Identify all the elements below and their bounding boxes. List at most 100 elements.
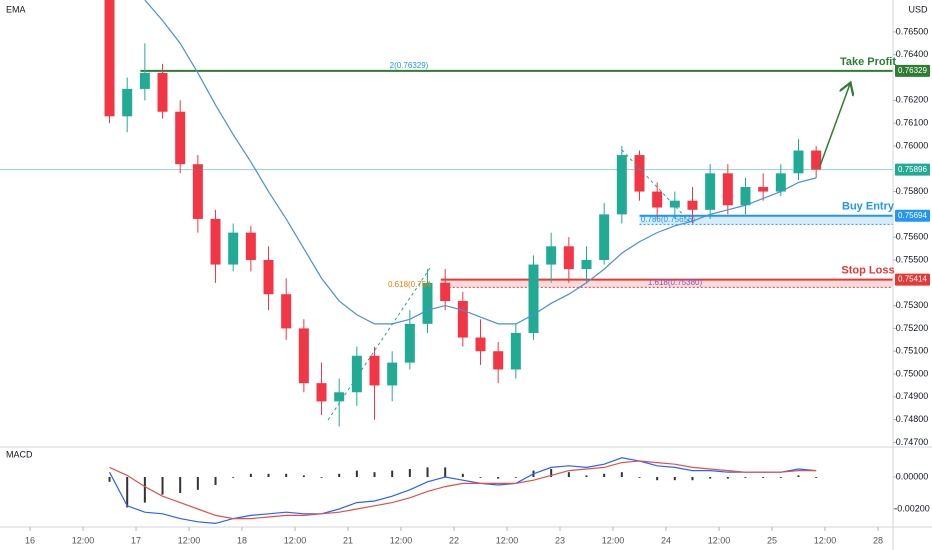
candle-body [157, 72, 168, 112]
macd-histogram-bar [620, 472, 623, 477]
x-tick-label: 12:00 [496, 535, 519, 545]
y-tick-label: 0.75300 [896, 300, 929, 310]
candle-body [705, 173, 716, 210]
x-tick-label: 16 [25, 535, 35, 545]
candle-body [546, 246, 557, 265]
macd-histogram-bar [373, 472, 376, 477]
x-tick-label: 18 [237, 535, 247, 545]
y-tick-label: 0.76000 [896, 140, 929, 150]
y-tick-label: 0.76100 [896, 118, 929, 128]
y-tick-label: 0.76500 [896, 26, 929, 36]
candle-body [192, 164, 203, 219]
candle-body [351, 355, 362, 393]
candle-body [687, 200, 698, 210]
macd-histogram-bar [444, 467, 447, 477]
candle-body [281, 294, 292, 329]
macd-histogram-bar [691, 477, 694, 481]
y-tick-label: 0.75500 [896, 254, 929, 264]
macd-histogram-bar [514, 477, 517, 478]
y-tick-label: 0.75600 [896, 232, 929, 242]
candle-body [811, 150, 822, 170]
x-tick-label: 12:00 [602, 535, 625, 545]
x-tick-label: 12:00 [178, 535, 201, 545]
x-tick-label: 12:00 [708, 535, 731, 545]
candle-body [369, 355, 380, 386]
macd-histogram-bar [426, 467, 429, 477]
candle-body [722, 173, 733, 206]
candle-body [228, 232, 239, 265]
macd-histogram-bar [267, 473, 270, 477]
candle-body [122, 88, 133, 117]
candle-body [475, 337, 486, 352]
x-tick-label: 12:00 [814, 535, 837, 545]
candle-body [440, 282, 451, 302]
macd-histogram-bar [408, 469, 411, 477]
candle-body [210, 218, 221, 265]
candle-body [316, 383, 327, 402]
last-price-label: 0.75896 [898, 165, 927, 174]
y-tick-label: 0.76400 [896, 49, 929, 59]
candle-body [563, 246, 574, 270]
x-tick-label: 22 [449, 535, 459, 545]
x-tick-label: 28 [873, 535, 883, 545]
level-badge [895, 209, 930, 222]
candle-body [669, 200, 680, 208]
macd-histogram-bar [338, 473, 341, 477]
candle-body [104, 0, 115, 117]
x-tick-label: 21 [343, 535, 353, 545]
target-arrow [819, 84, 850, 167]
y-tick-label: 0.74800 [896, 414, 929, 424]
x-tick-label: 12:00 [390, 535, 413, 545]
macd-histogram-bar [232, 477, 235, 478]
ema-line [144, 0, 817, 325]
candle-body [634, 155, 645, 192]
macd-histogram-bar [673, 477, 676, 481]
x-tick-label: 12:00 [284, 535, 307, 545]
macd-histogram-bar [196, 477, 199, 490]
macd-histogram-bar [726, 477, 729, 479]
macd-histogram-bar [214, 477, 217, 485]
candle-body [175, 111, 186, 165]
macd-histogram-bar [585, 475, 588, 477]
level-name: Stop Loss [841, 265, 894, 277]
macd-histogram-bar [126, 477, 129, 508]
currency: USD [908, 4, 928, 14]
level-badge [895, 64, 930, 77]
candle-body [263, 259, 274, 295]
y-tick-label: 0.00000 [896, 471, 929, 481]
macd-histogram-bar [461, 473, 464, 477]
macd-pane [108, 457, 818, 525]
candle-body [775, 173, 786, 192]
macd-histogram-bar [797, 475, 800, 477]
candle-body [422, 282, 433, 324]
candle-body [740, 187, 751, 206]
fib-label: 1.618(0.75380) [648, 278, 703, 287]
macd-histogram-bar [744, 477, 747, 478]
y-tick-label: -0.00200 [894, 503, 930, 513]
macd-histogram-bar [567, 472, 570, 477]
candle-body [334, 392, 345, 402]
candle-body [616, 155, 627, 215]
macd-histogram-bar [656, 477, 659, 481]
y-tick-label: 0.75800 [896, 186, 929, 196]
candle-body [793, 150, 804, 174]
macd-histogram-bar [108, 477, 111, 482]
macd-histogram-bar [479, 477, 482, 478]
y-tick-label: 0.75100 [896, 346, 929, 356]
candle-body [245, 232, 256, 260]
y-tick-label: 0.74900 [896, 391, 929, 401]
level-band [639, 215, 893, 225]
y-tick-label: 0.75000 [896, 368, 929, 378]
fib-label: 0.786(0.75656) [641, 215, 696, 224]
macd-line [109, 460, 817, 520]
price-pane [0, 0, 893, 427]
candle-body [298, 328, 309, 384]
x-tick-label: 12:00 [72, 535, 95, 545]
macd-histogram-bar [285, 473, 288, 477]
macd-line [108, 457, 817, 525]
macd-title: MACD [6, 449, 33, 459]
x-tick-label: 17 [131, 535, 141, 545]
macd-histogram-bar [497, 477, 500, 479]
